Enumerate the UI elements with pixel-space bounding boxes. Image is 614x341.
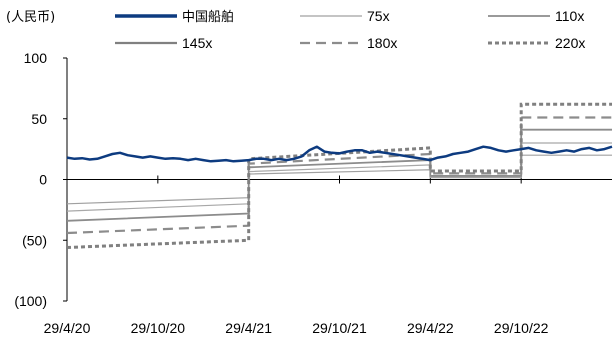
legend-item-180x: 180x xyxy=(300,35,397,51)
series-line-stock xyxy=(66,145,613,163)
band-line-180x xyxy=(66,116,612,235)
x-tick-label: 29/10/20 xyxy=(131,320,186,336)
legend-item-220x: 220x xyxy=(488,35,585,51)
legend-label: 中国船舶 xyxy=(182,9,234,25)
legend-item-75x: 75x xyxy=(300,8,390,24)
x-tick-label: 29/4/22 xyxy=(407,320,454,336)
unit-label: (人民币) xyxy=(6,10,55,25)
legend-label: 180x xyxy=(367,35,397,51)
x-tick-label: 29/4/20 xyxy=(44,320,91,336)
x-tick-label: 29/10/22 xyxy=(494,320,549,336)
legend-item-110x: 110x xyxy=(488,8,584,24)
y-axis: 100 50 0 (50) (100) xyxy=(14,50,68,309)
legend-item-145x: 145x xyxy=(115,35,212,51)
legend: (人民币) 中国船舶 75x 110x 145x 180x 220x xyxy=(6,8,585,51)
x-tick-label: 29/4/21 xyxy=(225,320,272,336)
x-tick-label: 29/10/21 xyxy=(312,320,367,336)
x-axis: 29/4/20 29/10/20 29/4/21 29/10/21 29/4/22 29/… xyxy=(44,175,612,336)
y-tick-label: (100) xyxy=(14,293,47,309)
y-tick-label: 50 xyxy=(31,111,47,127)
legend-label: 110x xyxy=(555,8,584,24)
y-tick-label: (50) xyxy=(22,232,47,248)
stock-price-line xyxy=(66,145,613,163)
y-tick-label: 100 xyxy=(24,50,48,66)
legend-label: 220x xyxy=(555,35,585,51)
legend-item-stock: 中国船舶 xyxy=(115,9,234,25)
legend-label: 75x xyxy=(367,8,390,24)
y-tick-label: 0 xyxy=(39,172,47,188)
legend-label: 145x xyxy=(182,35,212,51)
